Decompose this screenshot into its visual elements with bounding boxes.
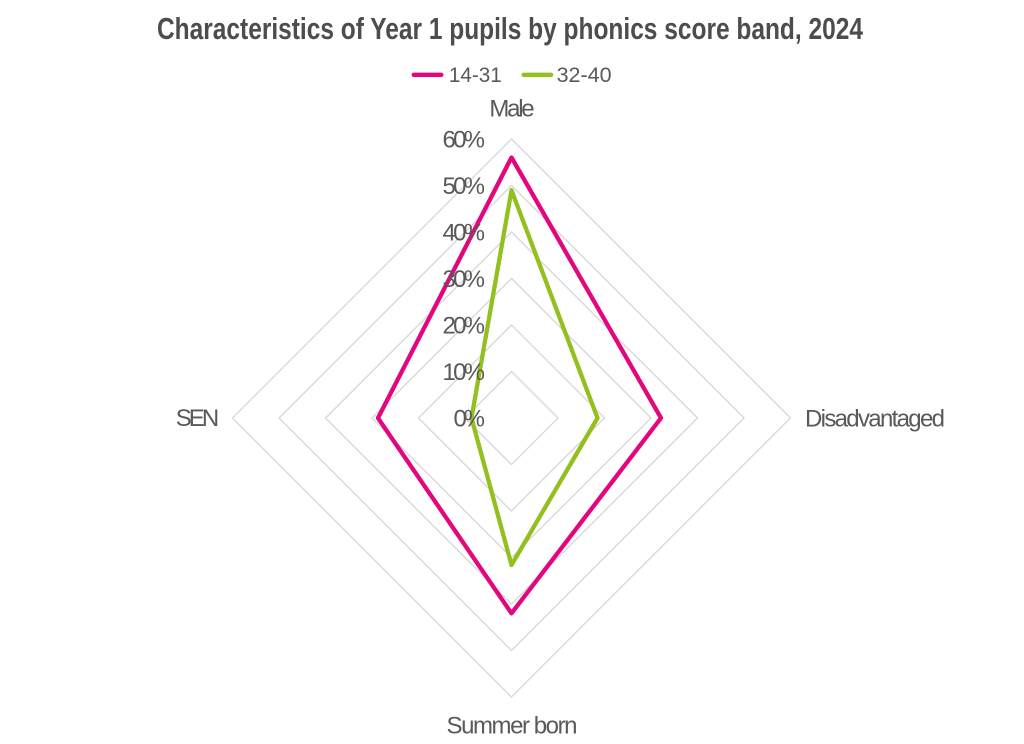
svg-text:60%: 60% xyxy=(443,127,486,154)
svg-text:Male: Male xyxy=(489,96,534,123)
svg-text:0%: 0% xyxy=(454,406,486,433)
svg-text:32-40: 32-40 xyxy=(557,64,612,87)
svg-text:40%: 40% xyxy=(443,220,486,247)
svg-text:14-31: 14-31 xyxy=(449,64,502,87)
svg-text:50%: 50% xyxy=(443,173,486,200)
svg-text:10%: 10% xyxy=(443,359,486,386)
svg-text:Summer born: Summer born xyxy=(447,712,578,739)
svg-text:Disadvantaged: Disadvantaged xyxy=(805,405,945,432)
svg-text:30%: 30% xyxy=(443,266,486,293)
svg-text:SEN: SEN xyxy=(176,405,220,432)
svg-text:20%: 20% xyxy=(443,313,486,340)
svg-text:Characteristics of Year 1 pupi: Characteristics of Year 1 pupils by phon… xyxy=(157,11,864,46)
